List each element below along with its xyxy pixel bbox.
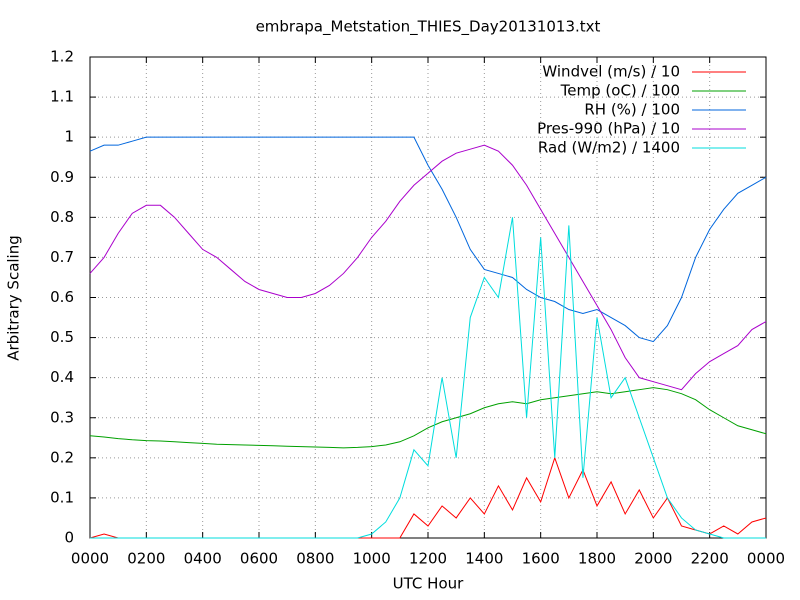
legend-label: Temp (oC) / 100 [560, 82, 680, 100]
x-tick-label: 0400 [184, 550, 222, 568]
x-tick-label: 0800 [296, 550, 334, 568]
y-axis-label: Arbitrary Scaling [5, 235, 23, 361]
y-tick-label: 0.8 [50, 208, 74, 226]
x-tick-label: 1400 [465, 550, 503, 568]
legend-label: Pres-990 (hPa) / 10 [537, 120, 680, 138]
plot-frame [89, 56, 767, 539]
x-tick-label: 1000 [353, 550, 391, 568]
legend-label: RH (%) / 100 [584, 101, 680, 119]
y-tick-label: 0.7 [50, 248, 74, 266]
x-axis-label: UTC Hour [393, 575, 464, 593]
y-tick-label: 0.2 [50, 448, 74, 466]
data-line [89, 387, 767, 449]
y-tick-label: 0.5 [50, 328, 74, 346]
x-tick-label: 0000 [71, 550, 109, 568]
y-tick-label: 0.3 [50, 408, 74, 426]
legend-label: Windvel (m/s) / 10 [542, 63, 680, 81]
legend-label: Rad (W/m2) / 1400 [538, 139, 680, 157]
x-tick-label: 1800 [578, 550, 616, 568]
y-tick-label: 1.1 [50, 88, 74, 106]
y-tick-label: 0.4 [50, 368, 74, 386]
data-line [89, 144, 767, 391]
x-tick-label: 0000 [747, 550, 785, 568]
y-tick-label: 1 [64, 128, 74, 146]
y-tick-label: 1.2 [50, 48, 74, 66]
data-line [89, 136, 767, 343]
x-tick-label: 1600 [522, 550, 560, 568]
y-tick-label: 0 [64, 529, 74, 547]
x-tick-label: 0600 [240, 550, 278, 568]
chart-title: embrapa_Metstation_THIES_Day20131013.txt [256, 18, 601, 37]
x-tick-label: 1200 [409, 550, 447, 568]
y-tick-label: 0.6 [50, 288, 74, 306]
y-tick-label: 0.9 [50, 168, 74, 186]
y-tick-label: 0.1 [50, 488, 74, 506]
x-tick-label: 0200 [127, 550, 165, 568]
x-tick-label: 2200 [691, 550, 729, 568]
x-tick-label: 2000 [634, 550, 672, 568]
data-line [90, 217, 766, 539]
